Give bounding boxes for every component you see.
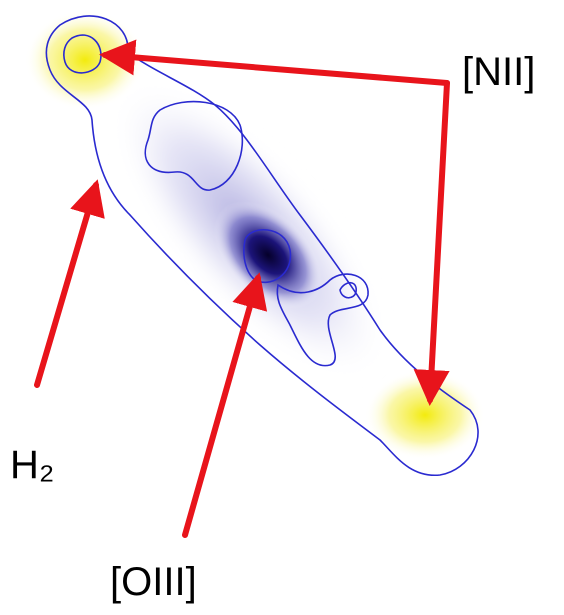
h2-arrow: [37, 185, 96, 385]
image: [NII] H₂ [OIII]: [0, 0, 564, 615]
label-oiii: [OIII]: [110, 560, 197, 604]
nii-blob: [365, 370, 485, 460]
nii-arrow: [105, 55, 447, 83]
label-nii: [NII]: [462, 50, 535, 94]
oiii-arrow: [185, 278, 258, 535]
label-h2: H₂: [10, 443, 54, 487]
nii-arrow: [430, 83, 447, 400]
